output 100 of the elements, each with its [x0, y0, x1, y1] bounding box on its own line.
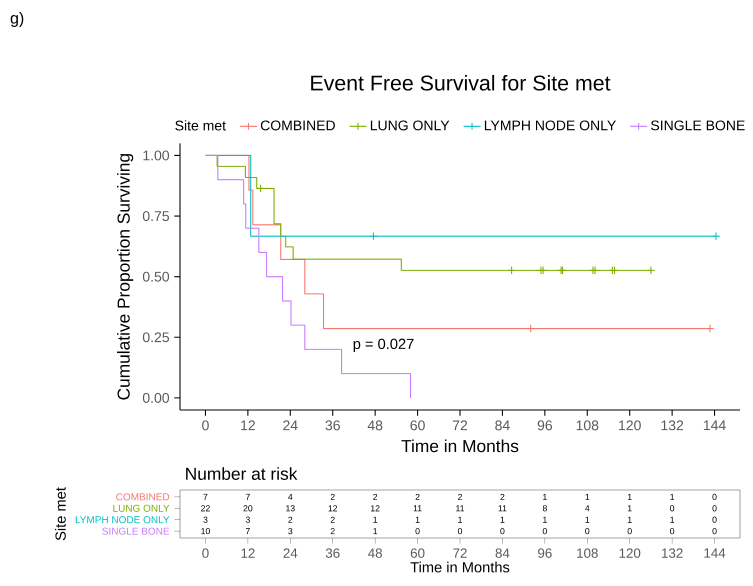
point [588, 266, 598, 275]
y-tick-label: 1.00 [143, 150, 170, 160]
data-label: 0 [458, 528, 462, 534]
data-label: 3 [288, 528, 292, 534]
data-label: 1 [373, 516, 378, 523]
legend-title: Site met [175, 120, 226, 131]
y-tick-label: SINGLE BONE [102, 528, 170, 535]
x-tick-label: 12 [241, 420, 255, 430]
data-label: 1 [416, 516, 420, 523]
data-label: 10 [201, 528, 210, 534]
point [538, 266, 548, 275]
data-label: 12 [371, 505, 380, 512]
data-label: 1 [543, 516, 547, 523]
x-tick-label: 24 [283, 420, 298, 430]
data-label: 12 [328, 505, 338, 512]
x-tick-label: 12 [241, 548, 255, 558]
data-label: 0 [712, 494, 717, 500]
x-tick-label: 96 [538, 420, 552, 430]
data-label: 2 [330, 528, 335, 534]
data-label: 1 [373, 528, 378, 534]
data-label: 1 [628, 494, 632, 500]
data-label: 1 [670, 494, 674, 500]
x-tick-label: 36 [326, 548, 340, 558]
x-tick-label: 60 [410, 420, 425, 430]
data-label: 0 [416, 528, 420, 534]
chart-title: Number at risk [186, 467, 298, 480]
x-tick-label: 84 [496, 548, 510, 558]
x-tick-label: 48 [368, 548, 382, 558]
x-tick-label: 120 [619, 420, 641, 430]
data-label: 0 [542, 528, 547, 534]
data-label: 2 [458, 494, 462, 500]
data-label: 4 [288, 494, 292, 500]
x-tick-label: 108 [576, 420, 598, 430]
data-label: 20 [244, 505, 252, 512]
data-label: 7 [246, 494, 250, 500]
data-label: 7 [246, 528, 250, 534]
data-label: 13 [286, 505, 295, 512]
x-tick-label: 0 [202, 548, 209, 558]
data-label: 7 [203, 494, 208, 500]
data-label: 2 [288, 516, 292, 523]
data-label: 1 [586, 494, 590, 500]
data-label: 1 [586, 516, 590, 523]
x-tick-label: 72 [453, 548, 467, 558]
data-label: 3 [246, 516, 250, 523]
data-label: 4 [585, 505, 590, 512]
data-label: 1 [670, 516, 674, 523]
x-tick-label: 132 [662, 420, 684, 430]
x-tick-label: 96 [538, 548, 552, 558]
point [507, 266, 516, 275]
data-label: 1 [458, 516, 462, 523]
data-label: 22 [201, 505, 210, 512]
legend-label: LUNG ONLY [370, 120, 450, 130]
data-label: 0 [670, 505, 674, 512]
data-label: 2 [330, 516, 335, 523]
point [590, 266, 600, 275]
y-tick-label: 0.00 [142, 392, 170, 403]
annotation: p = 0.027 [354, 338, 414, 352]
x-tick-label: 0 [202, 420, 209, 430]
point [536, 266, 546, 275]
x-tick-label: 36 [325, 420, 340, 430]
point [526, 324, 535, 333]
point [712, 232, 720, 240]
y-axis-title: Cumulative Proportion Surviving [117, 154, 134, 400]
x-tick-label: 108 [577, 548, 598, 558]
y-tick-label: 0.50 [142, 272, 170, 282]
data-label: 3 [203, 516, 208, 523]
data-label: 0 [500, 528, 504, 534]
data-label: 8 [542, 505, 547, 512]
x-tick-label: 144 [704, 548, 726, 558]
x-tick-label: 132 [662, 548, 683, 558]
x-axis-title: Time in Months [401, 439, 518, 452]
chart-title: Event Free Survival for Site met [311, 74, 610, 91]
x-tick-label: 144 [704, 420, 726, 430]
x-tick-label: 60 [410, 548, 424, 558]
text: g) [10, 12, 24, 27]
data-label: 0 [628, 528, 632, 534]
x-tick-label: 48 [368, 420, 382, 430]
data-label: 0 [670, 528, 674, 534]
x-tick-label: 84 [495, 420, 510, 430]
data-label: 1 [500, 516, 504, 523]
point [369, 232, 378, 240]
data-label: 2 [500, 494, 504, 500]
data-label: 1 [628, 505, 632, 512]
legend-label: COMBINED [260, 120, 335, 130]
data-label: 2 [330, 494, 335, 500]
y-axis-title: Site met [55, 487, 66, 540]
y-tick-label: 0.75 [142, 211, 170, 222]
x-tick-label: 72 [452, 420, 468, 430]
x-axis-title: Time in Months [410, 562, 510, 572]
point [610, 266, 619, 275]
point [256, 184, 265, 193]
x-tick-label: 120 [620, 548, 640, 558]
data-label: 1 [543, 494, 547, 500]
data-label: 0 [712, 516, 717, 523]
legend-label: LYMPH NODE ONLY [484, 120, 616, 130]
data-label: 0 [712, 505, 717, 512]
point [608, 266, 617, 275]
point [706, 324, 714, 333]
data-label: 0 [712, 528, 717, 534]
data-label: 0 [585, 528, 590, 534]
